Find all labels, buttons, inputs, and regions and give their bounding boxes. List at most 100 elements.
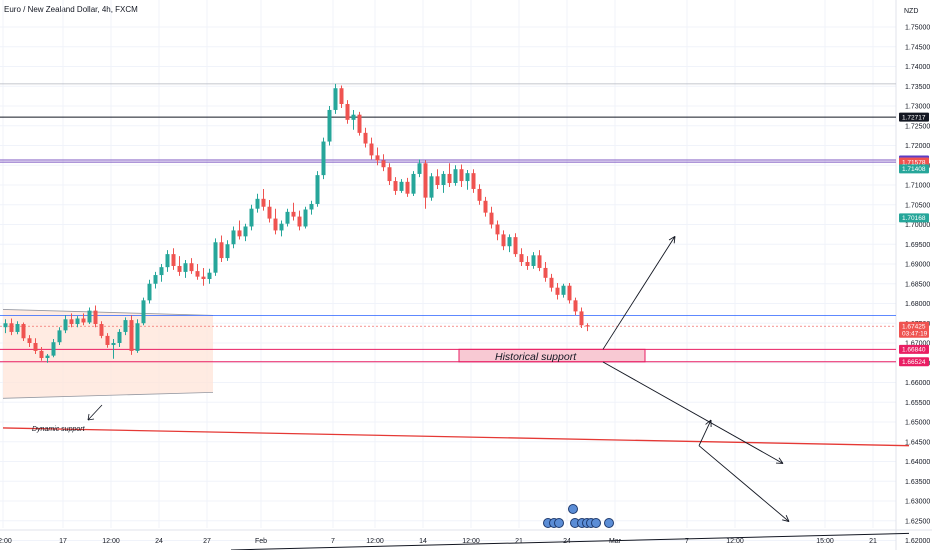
y-tick-label: 1.74000 [905, 64, 930, 71]
candle-body [117, 331, 122, 343]
x-tick-label: 12:00 [366, 538, 384, 545]
candle-body [315, 175, 320, 204]
arrow-up [602, 236, 676, 350]
price-badge-label: 1.70168 [902, 215, 926, 222]
price-badge [899, 321, 929, 338]
candle-body [417, 163, 422, 174]
candle-body [567, 285, 572, 301]
price-badge-label: 1.71408 [902, 166, 926, 173]
candle-body [537, 255, 542, 268]
y-tick-label: 1.73000 [905, 104, 930, 111]
zone-edge-top [2, 309, 214, 316]
y-tick-label: 1.73500 [905, 84, 930, 91]
x-tick-label: 12:00 [726, 538, 744, 545]
candle-body [471, 173, 476, 189]
candle-body [147, 283, 152, 301]
x-tick-label: 27 [203, 538, 211, 545]
candle-body [261, 198, 266, 207]
price-badge-label: 1.67425 [902, 324, 926, 331]
horizontal-levels [0, 83, 896, 363]
y-tick-label: 1.72000 [905, 143, 930, 150]
x-tick-label: 24 [155, 538, 163, 545]
candle-body [279, 223, 284, 231]
candle-body [543, 267, 548, 278]
candle-body [75, 318, 80, 325]
price-badge [899, 112, 929, 122]
candle-body [33, 343, 38, 351]
candle-body [201, 276, 206, 280]
candle-body [321, 141, 326, 176]
candle-body [225, 244, 230, 259]
time-axis[interactable]: 12:00 17 12:00 24 27 Feb 7 12:00 14 12:00 21 24 Mar 7… [0, 538, 877, 545]
candle-body [303, 209, 308, 227]
price-axis[interactable]: 1.75000 1.74500 1.74000 1.73500 1.73000 1.725… [905, 25, 930, 546]
x-tick-label: Feb [255, 538, 267, 545]
dynamic-support-line [2, 427, 910, 447]
candle-body [183, 263, 188, 272]
candle-body [519, 254, 524, 263]
candle-body [483, 200, 488, 213]
currency-label: NZD [904, 8, 918, 15]
candle-body [129, 320, 134, 351]
candle-body [51, 342, 56, 356]
candle-body [393, 181, 398, 191]
candle-body [381, 160, 386, 168]
y-tick-label: 1.70500 [905, 202, 930, 209]
y-tick-label: 1.62500 [905, 518, 930, 525]
price-badge-countdown: 03:47:19 [902, 331, 928, 338]
event-marker-icon [554, 518, 564, 528]
candle-body [135, 323, 140, 351]
candle-body [297, 216, 302, 227]
candle-body [27, 338, 32, 343]
candle-body [99, 324, 104, 336]
candle-body [333, 88, 338, 110]
historical-support-label: Historical support [495, 351, 577, 363]
drawing-zones [2, 309, 646, 399]
price-badges: 1.727171.716331.715901.715781.714081.701… [899, 112, 929, 367]
candle-body [219, 242, 224, 259]
price-badge-label: 1.66840 [902, 347, 926, 354]
candle-body [21, 324, 26, 339]
candle-body [585, 325, 590, 327]
drawings [2, 235, 910, 550]
candle-body [477, 188, 482, 201]
arrow-up-head [668, 235, 676, 241]
candle-body [549, 277, 554, 288]
candle-body [489, 212, 494, 225]
candle-body [189, 263, 194, 272]
candle-body [441, 173, 446, 185]
candle-body [369, 143, 374, 156]
candle-body [555, 287, 560, 295]
x-tick-label: 7 [331, 538, 335, 545]
candle-body [123, 320, 128, 332]
candle-body [249, 208, 254, 227]
candle-body [375, 155, 380, 161]
price-badge [899, 357, 929, 367]
candle-body [9, 323, 14, 332]
candle-body [387, 167, 392, 182]
candle-body [87, 310, 92, 323]
candle-body [579, 311, 584, 326]
y-tick-label: 1.65500 [905, 400, 930, 407]
arrow-down-head [778, 457, 784, 464]
candle-body [57, 330, 62, 343]
candle-body [363, 132, 368, 144]
candle-body [405, 181, 410, 194]
y-tick-label: 1.63500 [905, 479, 930, 486]
candle-body [237, 230, 242, 237]
x-tick-label: 21 [515, 538, 523, 545]
candle-body [447, 173, 452, 184]
event-marker-icon [568, 504, 578, 514]
price-badge-label: 1.71578 [902, 159, 926, 166]
x-tick-label: 12:00 [102, 538, 120, 545]
candle-body [345, 104, 350, 120]
dynamic-support-pointer-head [87, 413, 90, 421]
candle-body [309, 203, 314, 210]
candle-body [501, 234, 506, 247]
candle-body [435, 176, 440, 185]
arrow-up-head [673, 236, 676, 244]
candle-body [63, 319, 68, 331]
x-tick-label: 7 [685, 538, 689, 545]
